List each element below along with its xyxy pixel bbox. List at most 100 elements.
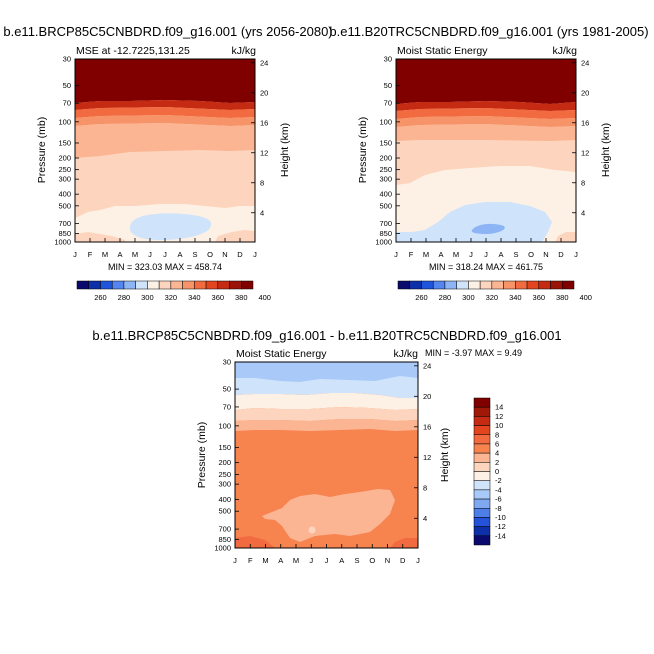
colorbar-swatch (473, 471, 491, 481)
height-tick-label: 20 (260, 88, 268, 97)
colorbar-swatch (473, 535, 491, 546)
colorbar-swatch (473, 416, 491, 426)
x-tick-label: N (543, 250, 548, 259)
x-tick-label: N (385, 556, 390, 565)
colorbar-swatch (111, 280, 125, 290)
colorbar-label: 10 (495, 421, 503, 430)
panel-c-units: kJ/kg (393, 348, 418, 360)
y-tick-label: 200 (218, 458, 231, 467)
colorbar-label: 340 (188, 293, 201, 302)
band-350-360 (75, 115, 255, 126)
x-tick-label: S (513, 250, 518, 259)
panel-a-stats: MIN = 323.03 MAX = 458.74 (108, 262, 222, 272)
band-380-390 (75, 100, 255, 110)
colorbar-swatch (473, 517, 491, 527)
x-tick-label: S (354, 556, 359, 565)
colorbar-swatch (550, 280, 563, 290)
y-tick-label: 150 (218, 443, 231, 452)
colorbar-swatch (397, 280, 410, 290)
colorbar-label: 12 (495, 412, 503, 421)
height-tick-label: 8 (423, 483, 427, 492)
colorbar-swatch (123, 280, 136, 290)
colorbar-swatch (526, 280, 540, 290)
colorbar-swatch (473, 452, 491, 463)
y-tick-label: 1000 (375, 238, 392, 247)
panel-b-ylabel-right: Height (km) (600, 123, 612, 177)
x-tick-label: M (293, 556, 299, 565)
colorbar-swatch (100, 280, 113, 290)
colorbar-label: 8 (495, 430, 499, 439)
y-tick-label: 50 (384, 81, 392, 90)
colorbar-label: -2 (495, 476, 502, 485)
y-tick-label: 30 (63, 55, 71, 64)
band-surface-left (75, 232, 125, 242)
height-tick-label: 8 (260, 178, 264, 187)
x-tick-label: M (423, 250, 429, 259)
x-tick-label: D (400, 556, 406, 565)
band-340-350 (396, 124, 576, 141)
height-tick-label: 12 (581, 148, 589, 157)
x-tick-label: J (309, 556, 313, 565)
colorbar-label: 280 (118, 293, 131, 302)
band-360-370 (396, 108, 576, 119)
band-4-6 (235, 419, 418, 431)
y-tick-label: 300 (58, 175, 71, 184)
y-tick-label: 500 (58, 201, 71, 210)
colorbar-swatch (88, 280, 101, 290)
band-lt-325 (129, 213, 212, 240)
band-2-4-spot (308, 526, 316, 534)
x-tick-label: J (394, 250, 398, 259)
panel-a-units: kJ/kg (231, 45, 256, 57)
colorbar-label: 340 (509, 293, 522, 302)
x-tick-label: A (339, 556, 344, 565)
panel-b-stats: MIN = 318.24 MAX = 461.75 (429, 262, 543, 272)
x-tick-label: M (102, 250, 108, 259)
height-tick-label: 16 (260, 118, 268, 127)
band-gt-400 (396, 59, 576, 104)
height-tick-label: 4 (581, 208, 585, 217)
panel-b-field (396, 59, 576, 242)
y-tick-label: 30 (384, 55, 392, 64)
x-tick-label: J (233, 556, 237, 565)
colorbar-label: 320 (486, 293, 499, 302)
y-tick-label: 400 (58, 190, 71, 199)
colorbar-label: -12 (495, 522, 506, 531)
x-tick-label: N (222, 250, 227, 259)
x-tick-label: F (409, 250, 414, 259)
height-tick-label: 12 (423, 453, 431, 462)
y-tick-label: 1000 (214, 544, 231, 553)
panel-rcp85: b.e11.BRCP85C5CNBDRD.f09_g16.001 (yrs 20… (3, 24, 332, 302)
height-tick-label: 4 (260, 208, 264, 217)
height-tick-label: 8 (581, 178, 585, 187)
panel-a-subtitle: MSE at -12.7225,131.25 (76, 45, 190, 57)
y-tick-label: 100 (58, 117, 71, 126)
colorbar-swatch (479, 280, 493, 290)
x-tick-label: D (558, 250, 564, 259)
band-8-10-right (390, 538, 418, 548)
colorbar-swatch (182, 280, 195, 290)
band-340-350 (75, 123, 255, 158)
band-4-6-low (262, 489, 395, 542)
colorbar-label: 2 (495, 458, 499, 467)
height-tick-label: 16 (581, 118, 589, 127)
band-360-370 (75, 107, 255, 118)
colorbar-swatch (468, 280, 481, 290)
colorbar-swatch (194, 280, 207, 290)
x-tick-label: A (438, 250, 443, 259)
colorbar-swatch (515, 280, 528, 290)
y-tick-label: 400 (218, 495, 231, 504)
y-tick-label: 850 (218, 535, 231, 544)
colorbar-label: 400 (579, 293, 592, 302)
y-tick-label: 100 (379, 117, 392, 126)
x-tick-label: J (469, 250, 473, 259)
colorbar-swatch (456, 280, 469, 290)
x-tick-label: J (253, 250, 257, 259)
band-gt-400 (75, 59, 255, 103)
x-tick-label: J (574, 250, 578, 259)
panel-b-ylabel: Pressure (mb) (357, 117, 369, 184)
colorbar-swatch (473, 425, 491, 435)
x-tick-label: M (132, 250, 138, 259)
y-tick-label: 70 (384, 99, 392, 108)
panel-b-title: b.e11.B20TRC5CNBDRD.f09_g16.001 (yrs 198… (329, 24, 648, 39)
panel-difference: b.e11.BRCP85C5CNBDRD.f09_g16.001 - b.e11… (92, 328, 561, 565)
